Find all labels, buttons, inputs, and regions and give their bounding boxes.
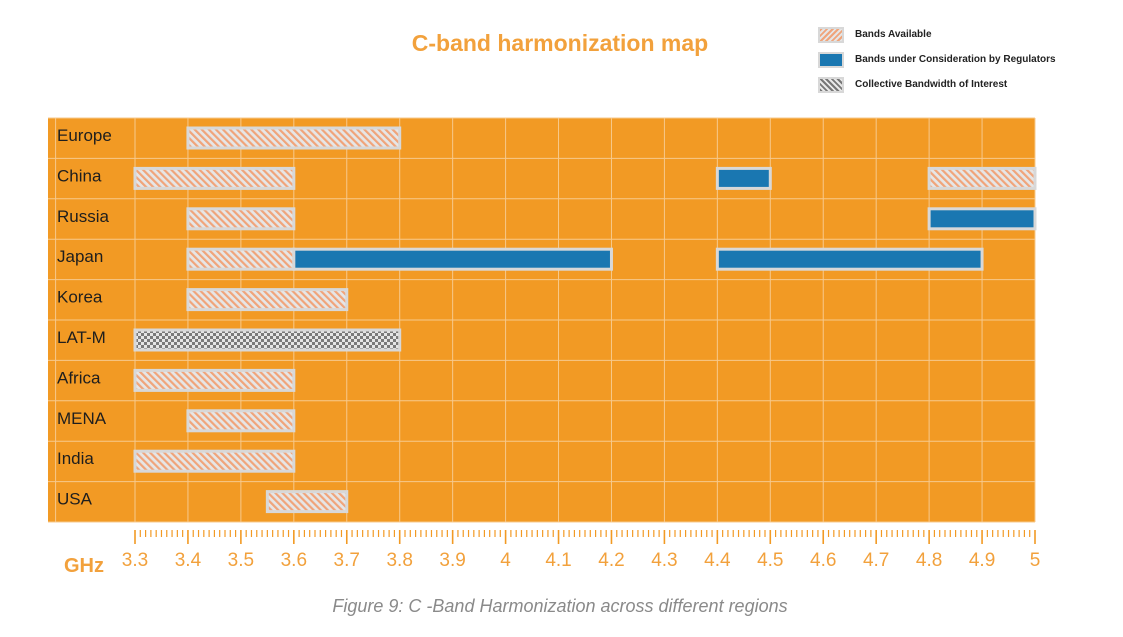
x-tick-label: 4.3: [651, 550, 677, 571]
x-axis-unit-label: GHz: [64, 555, 104, 577]
band-bar-regulators: [927, 207, 1037, 231]
x-tick-label: 5: [1030, 550, 1041, 571]
row-label: USA: [57, 490, 93, 509]
x-tick-label: 4.4: [704, 550, 731, 571]
legend-swatch-available: [818, 26, 844, 43]
band-bar-available: [133, 449, 296, 473]
x-tick-label: 3.7: [334, 550, 360, 571]
band-bar-regulators: [292, 247, 613, 271]
band-bar-available: [186, 409, 296, 433]
x-tick-label: 3.4: [175, 550, 202, 571]
x-tick-label: 3.5: [228, 550, 254, 571]
row-label: Africa: [57, 368, 101, 387]
x-tick-label: 3.8: [386, 550, 412, 571]
legend: Bands Available Bands under Consideratio…: [818, 22, 1056, 97]
x-tick-label: 4.1: [545, 550, 571, 571]
band-bar-available: [186, 207, 296, 231]
legend-label-regulators: Bands under Consideration by Regulators: [855, 54, 1056, 65]
legend-item-regulators: Bands under Consideration by Regulators: [818, 47, 1056, 72]
band-bar-available: [265, 490, 349, 514]
x-tick-label: 3.9: [439, 550, 465, 571]
row-label: India: [57, 449, 94, 468]
legend-item-collective: Collective Bandwidth of Interest: [818, 72, 1056, 97]
row-label: Russia: [57, 207, 110, 226]
x-tick-label: 3.3: [122, 550, 148, 571]
row-label: China: [57, 166, 102, 185]
legend-swatch-regulators: [818, 51, 844, 68]
row-label: LAT-M: [57, 328, 106, 347]
legend-item-available: Bands Available: [818, 22, 1056, 47]
x-tick-label: 4: [500, 550, 511, 571]
x-tick-label: 4.2: [598, 550, 624, 571]
row-label: Korea: [57, 288, 103, 307]
legend-label-collective: Collective Bandwidth of Interest: [855, 79, 1008, 90]
band-bar-available: [186, 288, 349, 312]
legend-swatch-collective: [818, 76, 844, 93]
band-bar-available: [133, 166, 296, 190]
band-bar-regulators: [715, 247, 984, 271]
legend-label-available: Bands Available: [855, 29, 932, 40]
row-label: Japan: [57, 247, 103, 266]
x-tick-label: 4.9: [969, 550, 995, 571]
x-tick-label: 4.5: [757, 550, 783, 571]
figure-caption: Figure 9: C -Band Harmonization across d…: [332, 596, 788, 616]
x-tick-label: 4.6: [810, 550, 836, 571]
band-bar-available: [186, 247, 296, 271]
band-bar-available: [186, 126, 402, 150]
row-label: Europe: [57, 126, 112, 145]
x-tick-label: 3.6: [281, 550, 307, 571]
x-tick-label: 4.7: [863, 550, 889, 571]
band-bar-available: [927, 166, 1037, 190]
band-bar-collective: [133, 328, 402, 352]
x-tick-label: 4.8: [916, 550, 942, 571]
band-bar-regulators: [715, 166, 772, 190]
chart-title: C-band harmonization map: [411, 30, 709, 56]
band-bar-available: [133, 368, 296, 392]
row-label: MENA: [57, 409, 107, 428]
